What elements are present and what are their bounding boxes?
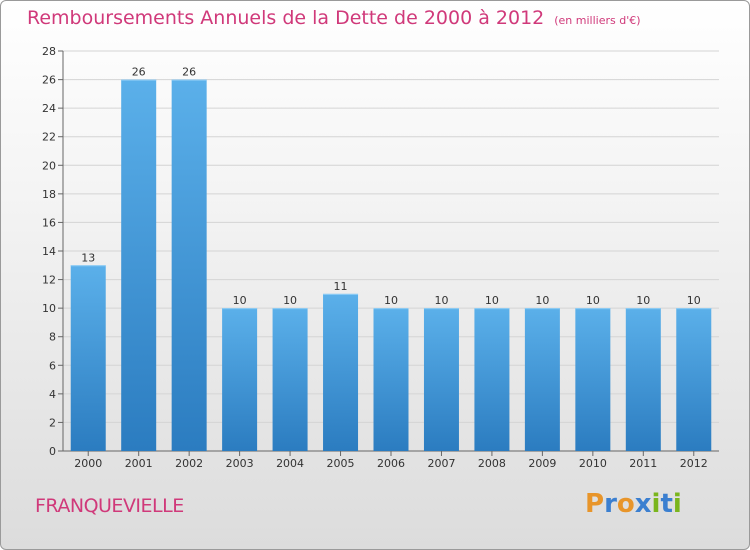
bar-value-label: 26 — [132, 66, 146, 79]
bar-value-label: 10 — [687, 294, 701, 307]
x-tick-label: 2012 — [680, 457, 708, 470]
bar — [524, 308, 560, 451]
x-tick-label: 2006 — [377, 457, 405, 470]
y-tick-label: 8 — [49, 331, 56, 344]
bar — [222, 308, 258, 451]
logo-letter: o — [616, 489, 635, 519]
y-tick-label: 26 — [42, 74, 56, 87]
bar-value-label: 10 — [434, 294, 448, 307]
x-tick-label: 2001 — [125, 457, 153, 470]
labels: 0246810121416182022242628132000262001262… — [42, 45, 708, 470]
bar — [625, 308, 661, 451]
y-tick-label: 14 — [42, 245, 56, 258]
bar-value-label: 10 — [384, 294, 398, 307]
chart-subtitle: (en milliers d'€) — [554, 14, 641, 27]
bar — [575, 308, 611, 451]
y-tick-label: 18 — [42, 188, 56, 201]
x-tick-label: 2011 — [629, 457, 657, 470]
logo-letter: r — [604, 489, 617, 519]
x-tick-label: 2000 — [74, 457, 102, 470]
x-tick-label: 2005 — [327, 457, 355, 470]
bar-value-label: 26 — [182, 66, 196, 79]
logo-letter: i — [672, 489, 682, 519]
y-tick-label: 0 — [49, 445, 56, 458]
y-tick-label: 16 — [42, 216, 56, 229]
bar — [272, 308, 308, 451]
bar-value-label: 13 — [81, 251, 95, 264]
x-tick-label: 2008 — [478, 457, 506, 470]
y-tick-label: 28 — [42, 45, 56, 58]
bar-value-label: 10 — [233, 294, 247, 307]
logo-letter: x — [634, 489, 652, 519]
bar-value-label: 11 — [334, 280, 348, 293]
bar — [323, 293, 359, 451]
x-tick-label: 2007 — [427, 457, 455, 470]
bar — [171, 79, 207, 452]
bar-value-label: 10 — [283, 294, 297, 307]
bar — [423, 308, 459, 451]
bar-value-label: 10 — [636, 294, 650, 307]
y-tick-label: 6 — [49, 359, 56, 372]
bar-value-label: 10 — [535, 294, 549, 307]
x-tick-label: 2004 — [276, 457, 304, 470]
bar — [474, 308, 510, 451]
bar — [373, 308, 409, 451]
chart-title: Remboursements Annuels de la Dette de 20… — [27, 7, 641, 29]
x-tick-label: 2002 — [175, 457, 203, 470]
y-tick-label: 20 — [42, 159, 56, 172]
logo-letter: P — [585, 489, 605, 519]
bar — [70, 265, 106, 451]
commune-name: FRANQUEVIELLE — [35, 495, 184, 517]
x-tick-label: 2003 — [226, 457, 254, 470]
bar-value-label: 10 — [586, 294, 600, 307]
y-tick-label: 22 — [42, 131, 56, 144]
bar — [676, 308, 712, 451]
y-tick-label: 2 — [49, 416, 56, 429]
logo-letter: i — [651, 489, 661, 519]
proxiti-logo: Proxiti — [585, 489, 682, 519]
logo-letter: t — [660, 489, 673, 519]
bars — [70, 79, 712, 452]
y-tick-label: 4 — [49, 388, 56, 401]
y-tick-label: 10 — [42, 302, 56, 315]
x-tick-label: 2010 — [579, 457, 607, 470]
x-tick-label: 2009 — [528, 457, 556, 470]
y-tick-label: 24 — [42, 102, 56, 115]
bar-value-label: 10 — [485, 294, 499, 307]
chart-title-text: Remboursements Annuels de la Dette de 20… — [27, 7, 545, 29]
y-tick-label: 12 — [42, 274, 56, 287]
bar — [121, 79, 157, 452]
